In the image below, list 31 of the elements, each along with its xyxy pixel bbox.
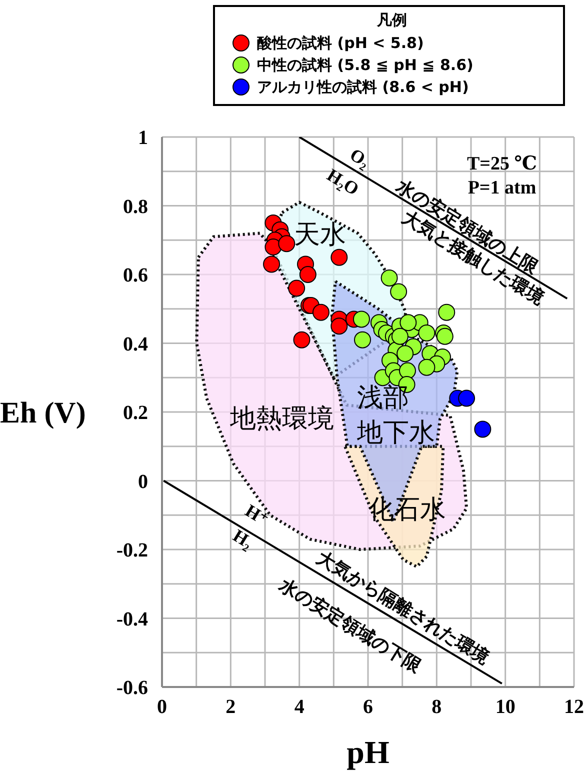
y-tick-label: 0.2 — [123, 402, 148, 424]
annotation: 浅部 — [357, 383, 409, 413]
legend-label: 酸性の試料 (pH < 5.8) — [257, 34, 424, 52]
point — [474, 420, 492, 438]
annotation: P=1 atm — [468, 178, 536, 198]
y-axis-title: Eh (V) — [0, 396, 86, 430]
y-tick-label: -0.2 — [116, 540, 148, 562]
x-axis-title: pH — [346, 734, 390, 770]
y-tick-label: -0.4 — [116, 608, 148, 630]
annotation: 地下水 — [356, 418, 435, 448]
y-tick-label: -0.6 — [116, 677, 148, 700]
y-tick-label: 1 — [138, 127, 148, 150]
annotation: T=25 ℃ — [466, 154, 538, 174]
x-tick-label: 0 — [157, 696, 167, 718]
annotation: 天水 — [294, 220, 346, 250]
x-tick-label: 12 — [564, 696, 584, 718]
x-tick-label: 2 — [226, 696, 236, 718]
y-tick-label: 0 — [138, 470, 148, 493]
annotation: 地熱環境 — [229, 404, 334, 434]
annotation: 化石水 — [368, 495, 446, 525]
x-tick-label: 6 — [363, 696, 373, 718]
y-tick-label: 0.8 — [123, 196, 148, 218]
x-tick-label: 4 — [294, 696, 304, 718]
y-tick-label: 0.4 — [123, 333, 148, 356]
y-tick-label: 0.6 — [123, 264, 148, 287]
annotation: O₂ — [346, 144, 374, 172]
legend-label: アルカリ性の試料 (8.6 < pH) — [257, 78, 469, 96]
x-tick-label: 10 — [495, 696, 516, 718]
x-tick-label: 8 — [432, 696, 442, 718]
legend-title: 凡例 — [376, 11, 408, 30]
legend-label: 中性の試料 (5.8 ≦ pH ≦ 8.6) — [257, 56, 474, 74]
